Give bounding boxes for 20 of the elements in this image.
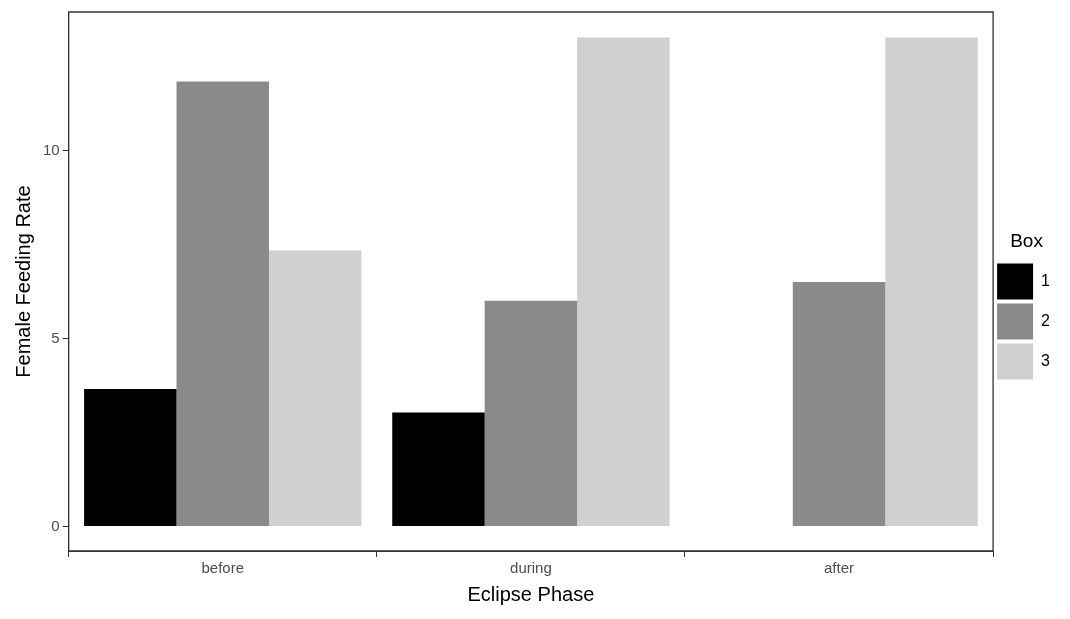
bar — [484, 300, 578, 527]
y-tick-label: 0 — [51, 516, 60, 534]
legend-label: 2 — [1041, 311, 1051, 329]
bar — [885, 37, 978, 527]
bar — [176, 81, 269, 527]
bar — [84, 388, 177, 527]
legend-title: Box — [1010, 230, 1044, 252]
y-axis-title: Female Feeding Rate — [11, 185, 34, 378]
x-tick-label: during — [510, 559, 552, 577]
y-tick-label: 10 — [43, 140, 60, 158]
x-tick-label: after — [824, 559, 855, 577]
y-tick-label: 5 — [51, 328, 60, 346]
bar — [577, 37, 670, 527]
bar — [268, 250, 362, 527]
legend-label: 3 — [1041, 351, 1051, 369]
legend-label: 1 — [1041, 271, 1051, 289]
bar — [392, 412, 485, 527]
bar — [792, 282, 886, 527]
x-tick-label: before — [201, 559, 245, 577]
x-axis-title: Eclipse Phase — [467, 582, 595, 605]
